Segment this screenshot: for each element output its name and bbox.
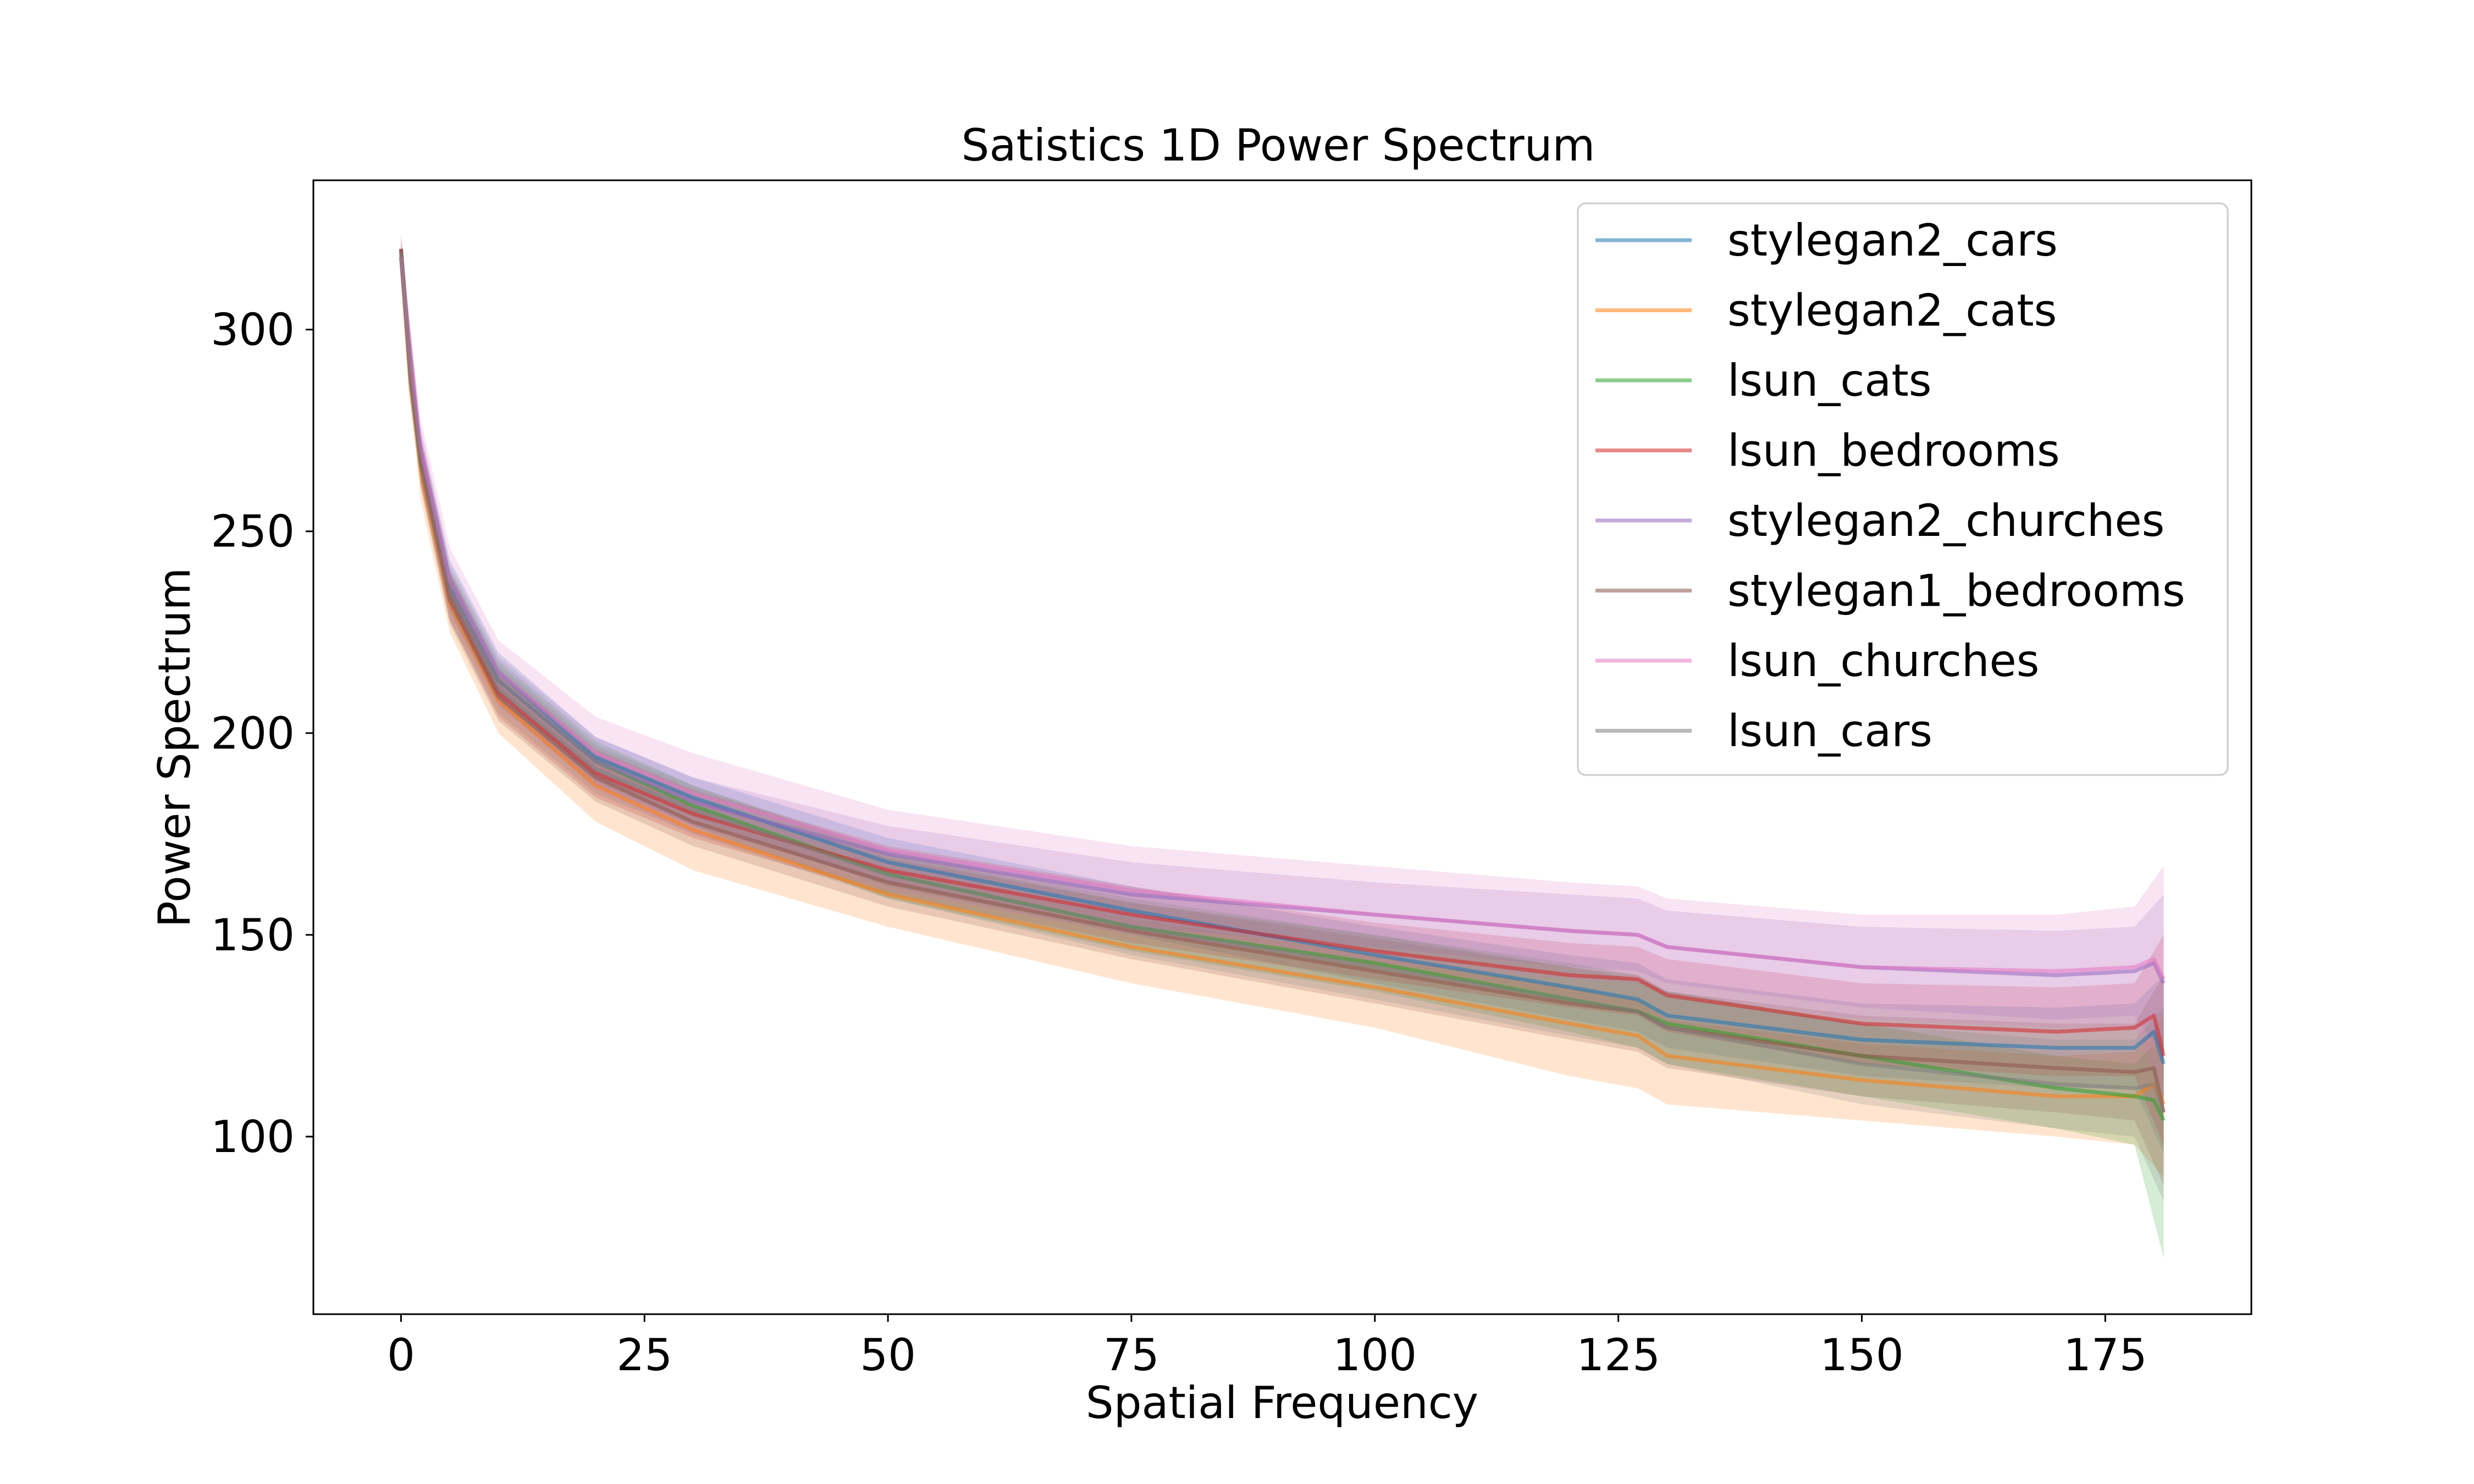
y-tick-label: 300 <box>211 304 295 356</box>
band-lsun-cars <box>401 245 2164 1201</box>
legend-label-stylegan2-churches: stylegan2_churches <box>1727 495 2164 546</box>
x-axis-label: Spatial Frequency <box>1086 1377 1478 1428</box>
chart-title: Satistics 1D Power Spectrum <box>962 120 1595 171</box>
y-axis-label: Power Spectrum <box>149 568 200 928</box>
x-tick-label: 75 <box>1103 1330 1159 1381</box>
legend-label-lsun-cars: lsun_cars <box>1727 706 1932 757</box>
y-tick-label: 150 <box>211 910 295 961</box>
legend-label-lsun-cats: lsun_cats <box>1727 355 1931 406</box>
y-tick-label: 100 <box>211 1111 295 1162</box>
line-lsun-bedrooms <box>399 248 2166 1056</box>
x-tick-label: 50 <box>860 1330 916 1381</box>
legend-label-lsun-bedrooms: lsun_bedrooms <box>1727 425 2060 477</box>
x-axis-ticks: 0 25 50 75 100 125 150 175 <box>387 1314 2147 1381</box>
legend-label-lsun-churches: lsun_churches <box>1727 635 2039 686</box>
x-tick-label: 125 <box>1576 1330 1660 1381</box>
y-tick-label: 200 <box>211 708 295 759</box>
series-lines <box>399 248 2166 1122</box>
band-lsun-cats <box>401 248 2164 1258</box>
line-stylegan2-cats <box>399 257 2166 1105</box>
x-tick-label: 150 <box>1820 1330 1904 1381</box>
band-stylegan2-cats <box>401 248 2164 1177</box>
x-tick-label: 175 <box>2063 1330 2147 1381</box>
x-tick-label: 25 <box>616 1330 672 1381</box>
legend-box <box>1577 202 2229 776</box>
legend-label-stylegan2-cats: stylegan2_cats <box>1727 285 2057 336</box>
line-lsun-cars <box>399 252 2166 1114</box>
y-axis-ticks: 100 150 200 250 300 <box>211 304 313 1162</box>
legend-label-stylegan2-cars: stylegan2_cars <box>1727 215 2058 266</box>
band-stylegan2-churches <box>401 248 2164 1056</box>
x-tick-label: 0 <box>387 1330 415 1381</box>
legend: stylegan2_cars stylegan2_cats lsun_catslsu… <box>1577 202 2229 776</box>
band-lsun-churches <box>401 241 2164 1097</box>
legend-items: stylegan2_cars stylegan2_cats lsun_catslsu… <box>1595 215 2185 757</box>
legend-label-stylegan1-bedrooms: stylegan1_bedrooms <box>1727 566 2185 617</box>
line-lsun-churches <box>399 257 2166 981</box>
band-lsun-bedrooms <box>401 232 2164 1145</box>
x-tick-label: 100 <box>1333 1330 1417 1381</box>
y-tick-label: 250 <box>211 506 295 557</box>
line-stylegan1-bedrooms <box>399 248 2166 1113</box>
plot-frame <box>312 179 2252 1315</box>
band-stylegan2-cars <box>401 241 2164 1153</box>
